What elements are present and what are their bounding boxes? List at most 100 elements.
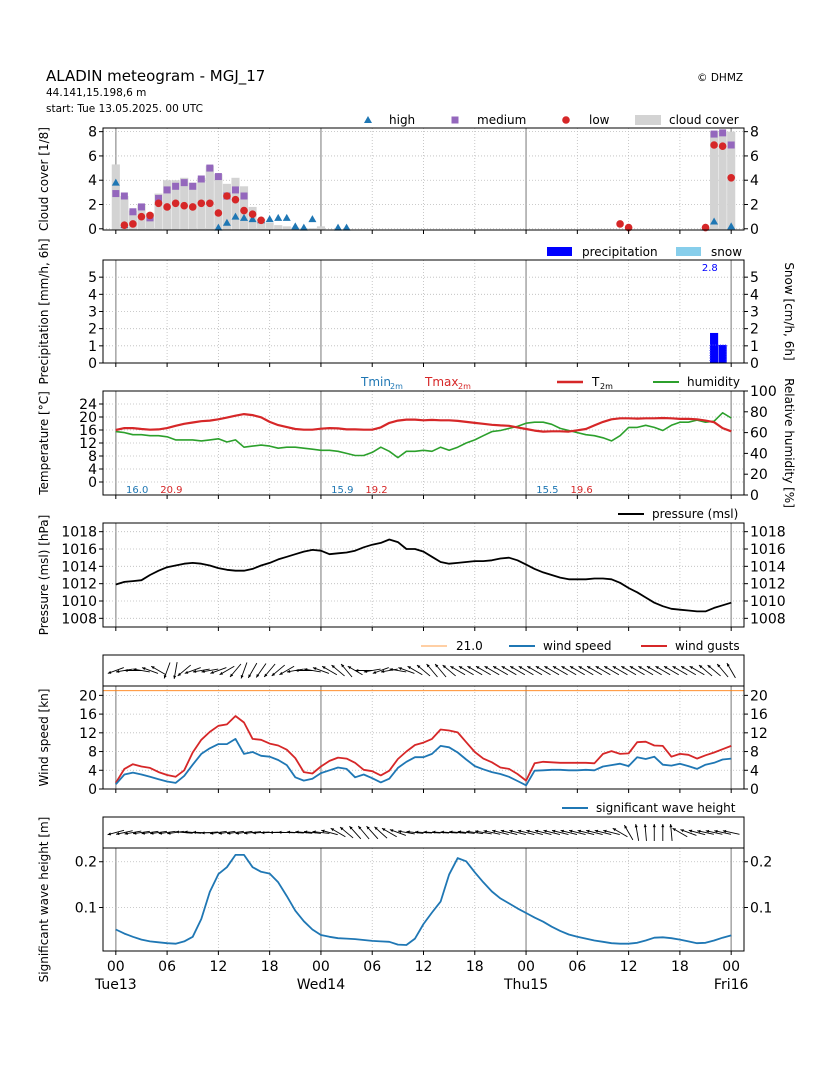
wind-direction-arrowhead <box>380 669 385 673</box>
medium-cloud-point <box>120 192 128 200</box>
wave-direction-arrowhead <box>201 831 205 835</box>
precipitation-legend-swatch <box>547 247 572 256</box>
medium-cloud-point <box>172 182 180 190</box>
high-cloud-point <box>274 213 283 221</box>
cloud-cover-bar <box>265 222 274 230</box>
y2-tick-label: 3 <box>750 305 759 321</box>
tmin-legend-label: Tmin <box>360 375 391 389</box>
x-day-label: Thu15 <box>503 977 548 993</box>
wind-direction-arrowhead <box>210 670 214 674</box>
wave-direction-arrowhead <box>612 828 617 832</box>
medium-cloud-point <box>163 186 171 194</box>
y2-tick-label: 12 <box>750 726 768 742</box>
wind-direction-arrowhead <box>527 666 531 670</box>
y-tick-label: 12 <box>79 436 97 452</box>
wind-direction-arrowhead <box>663 666 668 670</box>
t2m-legend-label: T <box>591 375 600 389</box>
x-day-label: Fri16 <box>714 977 749 993</box>
y-tick-label: 0 <box>88 475 97 491</box>
wind-speed-line <box>115 738 732 787</box>
low-cloud-point <box>231 195 240 204</box>
wind-direction-arrowhead <box>124 668 128 673</box>
wind-direction-arrowhead <box>264 673 268 678</box>
wave-direction-arrowhead <box>349 826 353 830</box>
cloud-cover-bar <box>145 213 155 230</box>
precipitation-bar <box>718 344 727 363</box>
wave-direction-arrowhead <box>218 831 222 835</box>
cloud-cover-axis-label: Cloud cover [1/8] <box>37 127 51 231</box>
wave-direction-arrowhead <box>235 831 239 835</box>
humidity-axis-label: Relative humidity [%] <box>782 378 796 508</box>
wind-direction-arrowhead <box>435 663 439 668</box>
low-cloud-point <box>171 199 180 208</box>
cloud-cover-bar <box>710 131 719 230</box>
precipitation-axis-label: Precipitation [mm/h, 6h] <box>37 238 51 384</box>
temperature-panel: 16.0 15.9 15.520.9 19.2 19.60481216202402040… <box>37 375 796 508</box>
wave-direction-arrowhead <box>551 829 556 833</box>
wave-direction-arrowhead <box>107 832 112 836</box>
wave-direction-arrowhead <box>603 829 607 833</box>
x-tick-label: 06 <box>568 959 586 975</box>
low-cloud-point <box>710 141 718 149</box>
wave-direction-arrowhead <box>116 832 120 836</box>
wave-direction-arrowhead <box>432 830 436 834</box>
t2m-line <box>115 413 732 433</box>
wind-direction-arrowhead <box>219 671 224 675</box>
y-tick-label: 16 <box>79 423 97 439</box>
wind-direction-arrowhead <box>717 663 721 668</box>
wind-direction-arrowhead <box>372 670 377 674</box>
wave-direction-arrowhead <box>697 829 701 833</box>
y-tick-label: 0.1 <box>75 901 97 917</box>
wave-direction-arrowhead <box>340 827 344 831</box>
medium-cloud-point <box>112 190 120 198</box>
y2-tick-label: 60 <box>750 426 768 442</box>
wave-direction-arrowhead <box>124 831 128 835</box>
wind-direction-arrowhead <box>450 666 454 670</box>
wind-speed-panel: 0 0 4 4 8 8 12 12 16 16 20 20 Wind speed [kn] 21.0 win… <box>37 639 768 798</box>
wave-direction-arrowhead <box>252 831 256 835</box>
medium-cloud-point <box>214 173 222 181</box>
wind-speed-axis-label: Wind speed [kn] <box>37 689 51 787</box>
wave-direction-arrowhead <box>406 830 410 834</box>
wave-direction-arrowhead <box>158 831 163 835</box>
high-cloud-point <box>231 212 240 220</box>
y2-tick-label: 1014 <box>750 559 786 575</box>
cloud-cover-bar <box>222 183 231 230</box>
y2-tick-label: 20 <box>750 467 768 483</box>
y2-tick-label: 5 <box>750 270 759 286</box>
wave-direction-arrowhead <box>449 830 453 834</box>
high-cloud-point <box>265 215 274 223</box>
y-tick-label: 8 <box>88 745 97 761</box>
y2-tick-label: 1008 <box>750 611 786 627</box>
y-tick-label: 16 <box>79 707 97 723</box>
wind-direction-arrowhead <box>681 666 685 670</box>
wind-direction-arrowhead <box>442 665 447 669</box>
wind-direction-arrowhead <box>672 666 677 670</box>
wind-direction-arrowhead <box>726 663 730 667</box>
cloud-cover-bar <box>154 193 163 230</box>
y-tick-label: 1016 <box>61 542 97 558</box>
low-cloud-point <box>223 192 231 200</box>
y-tick-label: 20 <box>79 688 97 704</box>
meteogram-title: ALADIN meteogram - MGJ_17 <box>46 67 266 85</box>
wind-direction-arrowhead <box>240 675 244 679</box>
low-cloud-point <box>701 223 710 232</box>
copyright-label: © DHMZ <box>697 72 744 84</box>
snow-legend-swatch <box>676 247 701 256</box>
wave-direction-arrowhead <box>184 830 188 834</box>
y-tick-label: 4 <box>88 763 97 779</box>
wave-direction-arrowhead <box>312 830 316 834</box>
tmax-legend-subscript: 2m <box>458 382 471 391</box>
humidity-legend-label: humidity <box>687 375 740 389</box>
wave-direction-arrowhead <box>661 824 665 828</box>
wind-direction-arrowhead <box>248 674 252 678</box>
cloud-cover-panel: 0 0 2 2 4 4 6 6 8 8 Cloud cover [1/8] high medium low… <box>37 113 759 238</box>
medium-cloud-point <box>727 141 735 149</box>
high-cloud-point <box>299 223 308 231</box>
tmax-value: 19.2 <box>365 485 387 496</box>
precipitation-6h-total: 2.8 <box>702 263 718 274</box>
y2-tick-label: 1016 <box>750 542 786 558</box>
y-tick-label: 1010 <box>61 594 97 610</box>
wave-direction-arrowhead <box>705 829 710 833</box>
